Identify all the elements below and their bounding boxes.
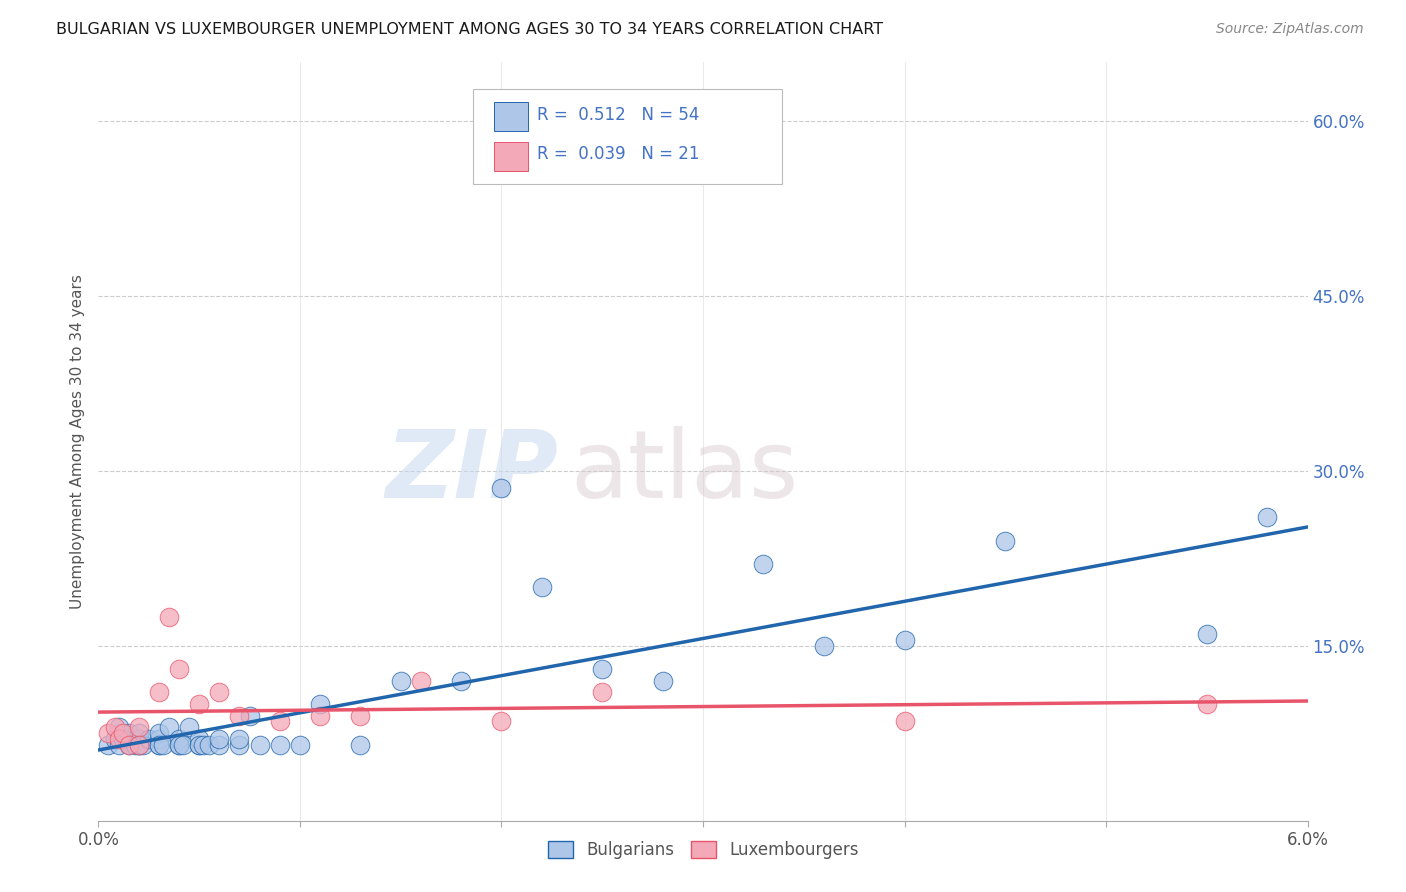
- Point: [591, 685, 613, 699]
- Point: [188, 697, 211, 711]
- Point: [157, 720, 180, 734]
- Point: [167, 738, 190, 752]
- Point: [530, 580, 553, 594]
- Point: [893, 714, 915, 729]
- Point: [148, 685, 170, 699]
- Point: [128, 738, 150, 752]
- Point: [167, 738, 190, 752]
- Point: [813, 639, 835, 653]
- FancyBboxPatch shape: [474, 89, 782, 184]
- Point: [152, 738, 174, 752]
- Point: [148, 738, 170, 752]
- Point: [188, 731, 211, 746]
- Point: [208, 685, 231, 699]
- Point: [172, 738, 194, 752]
- Point: [228, 708, 250, 723]
- Point: [208, 738, 231, 752]
- Point: [124, 738, 146, 752]
- Text: Source: ZipAtlas.com: Source: ZipAtlas.com: [1216, 22, 1364, 37]
- Text: R =  0.512   N = 54: R = 0.512 N = 54: [537, 105, 700, 124]
- Point: [179, 720, 201, 734]
- Point: [188, 738, 211, 752]
- Point: [239, 708, 262, 723]
- Point: [893, 632, 915, 647]
- Point: [994, 533, 1017, 548]
- Point: [269, 714, 291, 729]
- Point: [409, 673, 432, 688]
- Point: [107, 738, 129, 752]
- Point: [1195, 627, 1218, 641]
- Point: [107, 720, 129, 734]
- Text: ZIP: ZIP: [385, 425, 558, 518]
- Point: [148, 731, 170, 746]
- Point: [228, 731, 250, 746]
- Point: [188, 738, 211, 752]
- Point: [148, 738, 170, 752]
- Point: [138, 731, 160, 746]
- Point: [491, 481, 513, 495]
- FancyBboxPatch shape: [494, 103, 527, 131]
- Point: [107, 726, 129, 740]
- Text: BULGARIAN VS LUXEMBOURGER UNEMPLOYMENT AMONG AGES 30 TO 34 YEARS CORRELATION CHA: BULGARIAN VS LUXEMBOURGER UNEMPLOYMENT A…: [56, 22, 883, 37]
- Point: [107, 731, 129, 746]
- Point: [752, 557, 775, 571]
- Point: [128, 731, 150, 746]
- Point: [103, 720, 125, 734]
- Point: [128, 738, 150, 752]
- Text: atlas: atlas: [569, 425, 799, 518]
- Point: [118, 738, 141, 752]
- Point: [167, 731, 190, 746]
- Point: [198, 738, 221, 752]
- Point: [309, 708, 332, 723]
- Point: [128, 731, 150, 746]
- Point: [269, 738, 291, 752]
- Point: [491, 714, 513, 729]
- Point: [349, 738, 371, 752]
- Point: [118, 738, 141, 752]
- Point: [111, 726, 134, 740]
- Point: [208, 731, 231, 746]
- Point: [118, 726, 141, 740]
- Point: [651, 673, 673, 688]
- Point: [128, 726, 150, 740]
- Point: [1256, 510, 1278, 524]
- Y-axis label: Unemployment Among Ages 30 to 34 years: Unemployment Among Ages 30 to 34 years: [69, 274, 84, 609]
- Point: [450, 673, 472, 688]
- Point: [103, 731, 125, 746]
- FancyBboxPatch shape: [494, 143, 527, 171]
- Point: [389, 673, 412, 688]
- Point: [591, 662, 613, 676]
- Text: R =  0.039   N = 21: R = 0.039 N = 21: [537, 145, 700, 163]
- Point: [228, 738, 250, 752]
- Point: [111, 731, 134, 746]
- Point: [1195, 697, 1218, 711]
- Point: [148, 726, 170, 740]
- Point: [128, 738, 150, 752]
- Legend: Bulgarians, Luxembourgers: Bulgarians, Luxembourgers: [541, 834, 865, 865]
- Point: [288, 738, 311, 752]
- Point: [249, 738, 271, 752]
- Point: [132, 738, 155, 752]
- Point: [167, 662, 190, 676]
- Point: [97, 726, 120, 740]
- Point: [128, 720, 150, 734]
- Point: [97, 738, 120, 752]
- Point: [193, 738, 215, 752]
- Point: [349, 708, 371, 723]
- Point: [157, 609, 180, 624]
- Point: [309, 697, 332, 711]
